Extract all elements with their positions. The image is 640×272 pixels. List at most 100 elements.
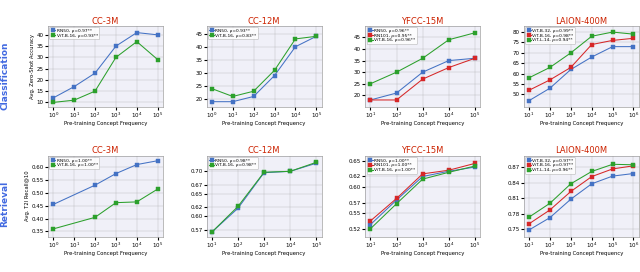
RN50, ρ=1.00** — [133, 163, 141, 166]
RN50, ρ=0.93** — [229, 100, 237, 103]
X-axis label: Pre-training Concept Frequency: Pre-training Concept Frequency — [64, 251, 147, 256]
Title: YFCC-15M: YFCC-15M — [401, 17, 444, 26]
Line: ViT-B-16, ρ=1.00**: ViT-B-16, ρ=1.00** — [369, 165, 476, 230]
RN50, ρ=0.98** — [234, 207, 242, 210]
ViT-B-16, ρ=0.83** — [208, 87, 216, 90]
ViT-B-32, ρ=0.97** — [567, 197, 575, 201]
ViT-B-16, ρ=0.93** — [70, 98, 78, 102]
ViT-B-16, ρ=0.98** — [525, 89, 533, 92]
ViT-B-32, ρ=0.99** — [567, 68, 575, 71]
Title: CC-12M: CC-12M — [248, 147, 280, 156]
ViT-B-16, ρ=0.97** — [525, 222, 533, 225]
ViT-B-32, ρ=0.97** — [609, 174, 616, 178]
Line: ViT-B-32, ρ=0.99**: ViT-B-32, ρ=0.99** — [527, 45, 635, 102]
RN50, ρ=0.93** — [208, 100, 216, 103]
RN50, ρ=0.98** — [286, 170, 294, 173]
RN101, ρ=1.00** — [471, 162, 479, 165]
Legend: RN50, ρ=1.00**, ViT-B-16, ρ=1.00**: RN50, ρ=1.00**, ViT-B-16, ρ=1.00** — [49, 157, 99, 169]
RN50, ρ=0.93** — [312, 35, 320, 38]
ViT-B-32, ρ=0.97** — [525, 228, 533, 231]
Line: RN50, ρ=0.98**: RN50, ρ=0.98** — [211, 162, 318, 234]
Line: ViT-B-32, ρ=0.97**: ViT-B-32, ρ=0.97** — [527, 172, 635, 231]
RN50, ρ=1.00** — [154, 159, 161, 162]
ViT-B-16, ρ=0.96** — [367, 82, 374, 85]
ViT-B-16, ρ=0.97** — [609, 167, 616, 171]
ViT-B-16, ρ=0.83** — [312, 35, 320, 38]
RN50, ρ=0.96** — [471, 57, 479, 60]
Line: ViT-L-14, ρ=0.96**: ViT-L-14, ρ=0.96** — [527, 163, 635, 219]
Title: YFCC-15M: YFCC-15M — [401, 147, 444, 156]
ViT-B-16, ρ=1.00** — [445, 171, 452, 174]
ViT-B-16, ρ=0.98** — [234, 205, 242, 208]
Line: RN50, ρ=1.00**: RN50, ρ=1.00** — [52, 159, 159, 206]
ViT-L-14, ρ=0.96** — [546, 202, 554, 205]
ViT-B-32, ρ=0.99** — [588, 55, 596, 59]
ViT-B-16, ρ=0.93** — [133, 40, 141, 43]
ViT-B-16, ρ=0.98** — [609, 39, 616, 42]
RN50, ρ=0.97** — [70, 85, 78, 88]
ViT-B-32, ρ=0.99** — [546, 86, 554, 90]
ViT-B-16, ρ=0.98** — [260, 171, 268, 174]
Legend: RN50, ρ=0.98**, ViT-B-16, ρ=0.98**: RN50, ρ=0.98**, ViT-B-16, ρ=0.98** — [208, 157, 258, 169]
ViT-B-16, ρ=0.83** — [271, 69, 278, 72]
ViT-B-16, ρ=1.00** — [393, 202, 401, 205]
ViT-L-14, ρ=0.94** — [630, 33, 637, 36]
RN50, ρ=0.96** — [393, 91, 401, 95]
Line: RN50, ρ=0.96**: RN50, ρ=0.96** — [369, 57, 476, 101]
RN50, ρ=0.93** — [292, 45, 300, 48]
ViT-B-16, ρ=1.00** — [419, 177, 426, 181]
X-axis label: Pre-training Concept Frequency: Pre-training Concept Frequency — [381, 121, 465, 126]
ViT-B-16, ρ=0.93** — [112, 56, 120, 59]
RN101, ρ=1.00** — [393, 197, 401, 200]
Line: ViT-B-16, ρ=0.93**: ViT-B-16, ρ=0.93** — [52, 40, 159, 104]
ViT-B-32, ρ=0.99** — [630, 45, 637, 48]
ViT-B-16, ρ=1.00** — [49, 227, 57, 231]
Line: ViT-L-14, ρ=0.94**: ViT-L-14, ρ=0.94** — [527, 30, 635, 79]
ViT-B-16, ρ=0.93** — [154, 58, 161, 61]
RN50, ρ=0.97** — [112, 45, 120, 48]
ViT-B-16, ρ=0.98** — [546, 78, 554, 82]
ViT-L-14, ρ=0.94** — [588, 35, 596, 38]
Line: ViT-B-16, ρ=0.96**: ViT-B-16, ρ=0.96** — [369, 31, 476, 85]
ViT-L-14, ρ=0.94** — [546, 66, 554, 69]
RN50, ρ=0.97** — [91, 72, 99, 75]
Line: RN101, ρ=1.00**: RN101, ρ=1.00** — [369, 162, 476, 222]
RN50, ρ=0.98** — [260, 171, 268, 174]
Line: ViT-B-16, ρ=0.98**: ViT-B-16, ρ=0.98** — [211, 161, 318, 234]
ViT-B-16, ρ=0.96** — [419, 57, 426, 60]
RN50, ρ=1.00** — [471, 165, 479, 169]
ViT-B-32, ρ=0.97** — [546, 216, 554, 219]
ViT-B-16, ρ=0.96** — [393, 70, 401, 74]
ViT-B-16, ρ=0.98** — [567, 66, 575, 69]
ViT-B-16, ρ=0.93** — [49, 101, 57, 104]
RN50, ρ=0.97** — [49, 96, 57, 100]
ViT-B-16, ρ=0.98** — [630, 37, 637, 40]
RN101, ρ=1.00** — [445, 169, 452, 172]
Line: RN50, ρ=1.00**: RN50, ρ=1.00** — [369, 166, 476, 226]
Title: CC-3M: CC-3M — [92, 17, 119, 26]
ViT-B-16, ρ=1.00** — [133, 200, 141, 203]
Legend: ViT-B-32, ρ=0.97**, ViT-B-16, ρ=0.97**, ViT-L-14, ρ=0.96**: ViT-B-32, ρ=0.97**, ViT-B-16, ρ=0.97**, … — [525, 157, 575, 174]
ViT-L-14, ρ=0.96** — [567, 182, 575, 186]
RN50, ρ=0.97** — [154, 33, 161, 36]
Line: ViT-B-16, ρ=0.98**: ViT-B-16, ρ=0.98** — [527, 37, 635, 92]
ViT-L-14, ρ=0.94** — [525, 76, 533, 79]
ViT-B-16, ρ=0.83** — [229, 95, 237, 98]
ViT-B-32, ρ=0.97** — [630, 172, 637, 175]
Text: Retrieval: Retrieval — [1, 181, 10, 227]
ViT-B-16, ρ=0.98** — [588, 43, 596, 46]
RN50, ρ=0.96** — [445, 59, 452, 62]
Legend: RN50, ρ=0.97**, ViT-B-16, ρ=0.93**: RN50, ρ=0.97**, ViT-B-16, ρ=0.93** — [49, 27, 99, 39]
RN50, ρ=1.00** — [419, 175, 426, 178]
ViT-B-16, ρ=1.00** — [471, 164, 479, 168]
ViT-B-16, ρ=0.83** — [292, 37, 300, 41]
X-axis label: Pre-training Concept Frequency: Pre-training Concept Frequency — [222, 251, 306, 256]
ViT-B-16, ρ=1.00** — [154, 187, 161, 191]
Legend: RN50, ρ=0.96**, RN101, ρ=0.95**, ViT-B-16, ρ=0.96**: RN50, ρ=0.96**, RN101, ρ=0.95**, ViT-B-1… — [367, 27, 417, 44]
ViT-B-32, ρ=0.99** — [525, 99, 533, 102]
Line: ViT-B-16, ρ=1.00**: ViT-B-16, ρ=1.00** — [52, 187, 159, 230]
Title: CC-12M: CC-12M — [248, 17, 280, 26]
RN50, ρ=0.93** — [250, 95, 257, 98]
RN101, ρ=0.95** — [445, 66, 452, 69]
RN101, ρ=0.95** — [471, 57, 479, 60]
